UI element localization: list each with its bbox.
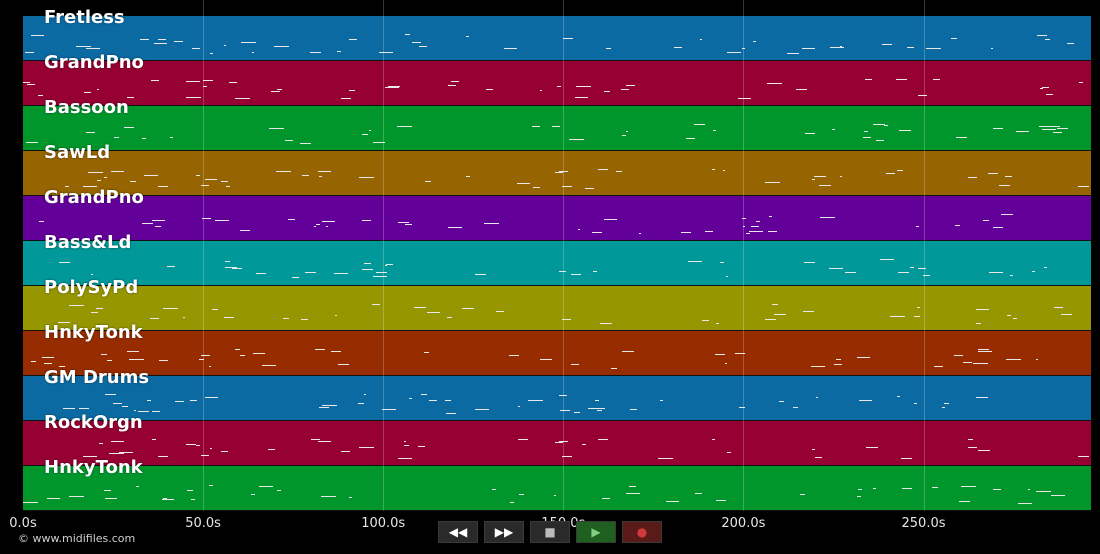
- note-strip: [23, 16, 1091, 60]
- rewind-icon: ◀◀: [448, 525, 468, 539]
- track-name: PolySyPd: [44, 277, 139, 298]
- track-name: Bassoon: [44, 97, 129, 118]
- note-strip: [23, 331, 1091, 375]
- track-lane[interactable]: SawLd: [23, 142, 1091, 196]
- tick-label: 100.0s: [361, 516, 406, 531]
- track-name: GrandPno: [44, 52, 144, 73]
- copyright-text: © www.midifiles.com: [18, 532, 136, 545]
- track-lane[interactable]: HnkyTonk: [23, 322, 1091, 376]
- note-strip: [23, 466, 1091, 510]
- track-name: SawLd: [44, 142, 111, 163]
- note-strip: [23, 61, 1091, 105]
- track-lane[interactable]: Fretless: [23, 7, 1091, 61]
- tick-label: 0.0s: [9, 516, 37, 531]
- track-lane[interactable]: Bass&Ld: [23, 232, 1091, 286]
- track-name: HnkyTonk: [44, 322, 143, 343]
- play-button[interactable]: ▶: [576, 521, 616, 543]
- track-lanes: Fretless GrandPno Bassoon SawLd GrandPno Bass…: [23, 0, 1091, 511]
- note-strip: [23, 376, 1091, 420]
- stop-icon: ■: [544, 525, 556, 539]
- transport-controls: ◀◀ ▶▶ ■ ▶ ●: [438, 521, 662, 543]
- note-strip: [23, 106, 1091, 150]
- track-lane[interactable]: GrandPno: [23, 52, 1091, 106]
- track-lane[interactable]: Bassoon: [23, 97, 1091, 151]
- note-strip: [23, 196, 1091, 240]
- note-strip: [23, 151, 1091, 195]
- play-icon: ▶: [591, 525, 601, 539]
- track-lane[interactable]: GrandPno: [23, 187, 1091, 241]
- fast-forward-button[interactable]: ▶▶: [484, 521, 524, 543]
- note-strip: [23, 286, 1091, 330]
- time-axis: 0.0s 50.0s 100.0s 150.0s 200.0s 250.0s: [9, 511, 1091, 541]
- note-strip: [23, 241, 1091, 285]
- record-button[interactable]: ●: [622, 521, 662, 543]
- track-name: GM Drums: [44, 367, 150, 388]
- tick-label: 200.0s: [721, 516, 766, 531]
- tick-label: 250.0s: [901, 516, 946, 531]
- track-name: HnkyTonk: [44, 457, 143, 478]
- track-name: Fretless: [44, 7, 125, 28]
- track-name: Bass&Ld: [44, 232, 132, 253]
- track-lane[interactable]: GM Drums: [23, 367, 1091, 421]
- track-lane[interactable]: HnkyTonk: [23, 457, 1091, 511]
- note-strip: [23, 421, 1091, 465]
- track-name: GrandPno: [44, 187, 144, 208]
- track-lane[interactable]: RockOrgn: [23, 412, 1091, 466]
- rewind-button[interactable]: ◀◀: [438, 521, 478, 543]
- stop-button[interactable]: ■: [530, 521, 570, 543]
- track-name: RockOrgn: [44, 412, 143, 433]
- record-icon: ●: [636, 525, 648, 539]
- fast-forward-icon: ▶▶: [494, 525, 514, 539]
- track-lane[interactable]: PolySyPd: [23, 277, 1091, 331]
- tick-label: 50.0s: [185, 516, 221, 531]
